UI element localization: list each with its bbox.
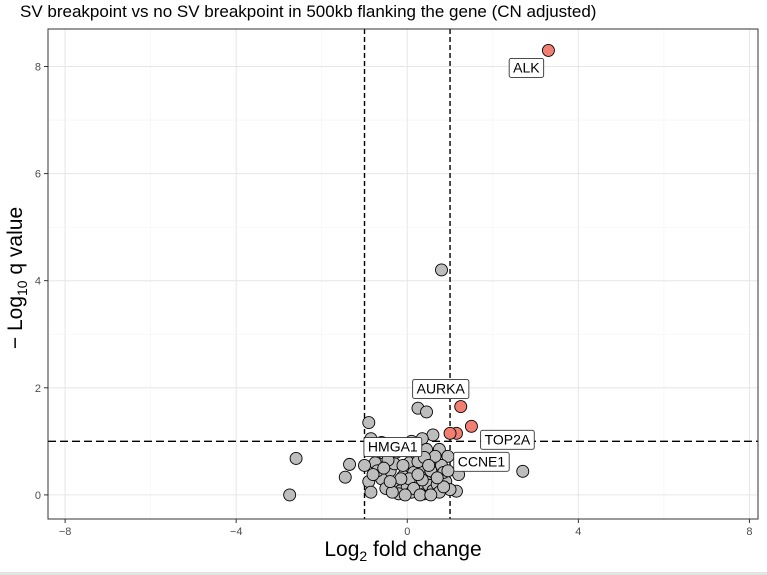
nonsignificant-point	[343, 457, 356, 471]
y-tick-label: 2	[35, 383, 41, 395]
nonsignificant-point	[289, 452, 303, 465]
point-label-box	[508, 57, 545, 78]
nonsignificant-point	[430, 471, 444, 485]
point-label-text: CCNE1	[458, 453, 506, 469]
point-label-top2a: TOP2A	[480, 429, 535, 450]
nonsignificant-point	[441, 464, 455, 478]
point-label-alk: ALK	[508, 57, 545, 78]
point-label-hmga1: HMGA1	[363, 437, 423, 458]
nonsignificant-point	[420, 405, 433, 419]
x-tick-label: 8	[746, 526, 752, 538]
nonsignificant-point	[385, 485, 399, 499]
nonsignificant-point	[394, 472, 408, 486]
nonsignificant-point	[283, 488, 297, 502]
point-label-text: AURKA	[417, 381, 466, 397]
point-label-text: TOP2A	[485, 431, 531, 447]
nonsignificant-point	[435, 263, 448, 277]
axis-ticks: −8 −4 0 4 8 0 2 4 6 8	[35, 61, 753, 538]
nonsignificant-point	[398, 488, 412, 502]
point-label-ccne1: CCNE1	[453, 451, 510, 472]
significant-point	[464, 419, 478, 433]
y-tick-label: 4	[35, 276, 41, 288]
x-tick-label: 4	[575, 526, 581, 538]
point-label-box	[363, 437, 423, 458]
nonsignificant-point	[437, 480, 451, 494]
significant-point	[541, 43, 555, 57]
nonsignificant-point	[424, 488, 438, 502]
y-axis-label: − Log10 q value	[4, 207, 30, 349]
nonsignificant-point	[413, 488, 427, 502]
point-label-aurka: AURKA	[412, 379, 470, 399]
nonsignificant-point	[338, 470, 352, 484]
y-tick-label: 6	[35, 169, 41, 181]
nonsignificant-point	[377, 461, 391, 475]
nonsignificant-point	[383, 475, 397, 488]
nonsignificant-point	[362, 416, 376, 430]
x-tick-label: 0	[404, 526, 410, 538]
nonsignificant-point	[422, 458, 436, 472]
point-label-box	[412, 379, 470, 399]
x-tick-label: −8	[59, 526, 72, 538]
plot-panel-border	[47, 28, 759, 520]
nonsignificant-point	[364, 485, 378, 499]
nonsignificant-point	[411, 468, 425, 482]
x-axis-label: Log2 fold change	[324, 538, 481, 564]
point-label-text: ALK	[513, 59, 540, 75]
nonsignificant-point	[396, 458, 410, 472]
significant-point	[443, 426, 457, 440]
significant-point	[454, 400, 468, 413]
nonsignificant-point	[426, 428, 440, 442]
chart-title: SV breakpoint vs no SV breakpoint in 500…	[20, 2, 597, 21]
x-tick-label: −4	[230, 526, 243, 538]
point-labels: ALK AURKA TOP2A HMGA1 CCNE1	[363, 57, 545, 472]
bottom-divider	[0, 572, 767, 575]
point-label-text: HMGA1	[368, 439, 418, 455]
point-label-box	[453, 451, 510, 472]
y-tick-label: 0	[35, 490, 41, 502]
nonsignificant-point	[358, 458, 371, 472]
y-tick-label: 8	[35, 61, 41, 73]
nonsignificant-point	[516, 464, 530, 478]
point-label-box	[480, 429, 535, 450]
nonsignificant-point	[366, 468, 380, 482]
